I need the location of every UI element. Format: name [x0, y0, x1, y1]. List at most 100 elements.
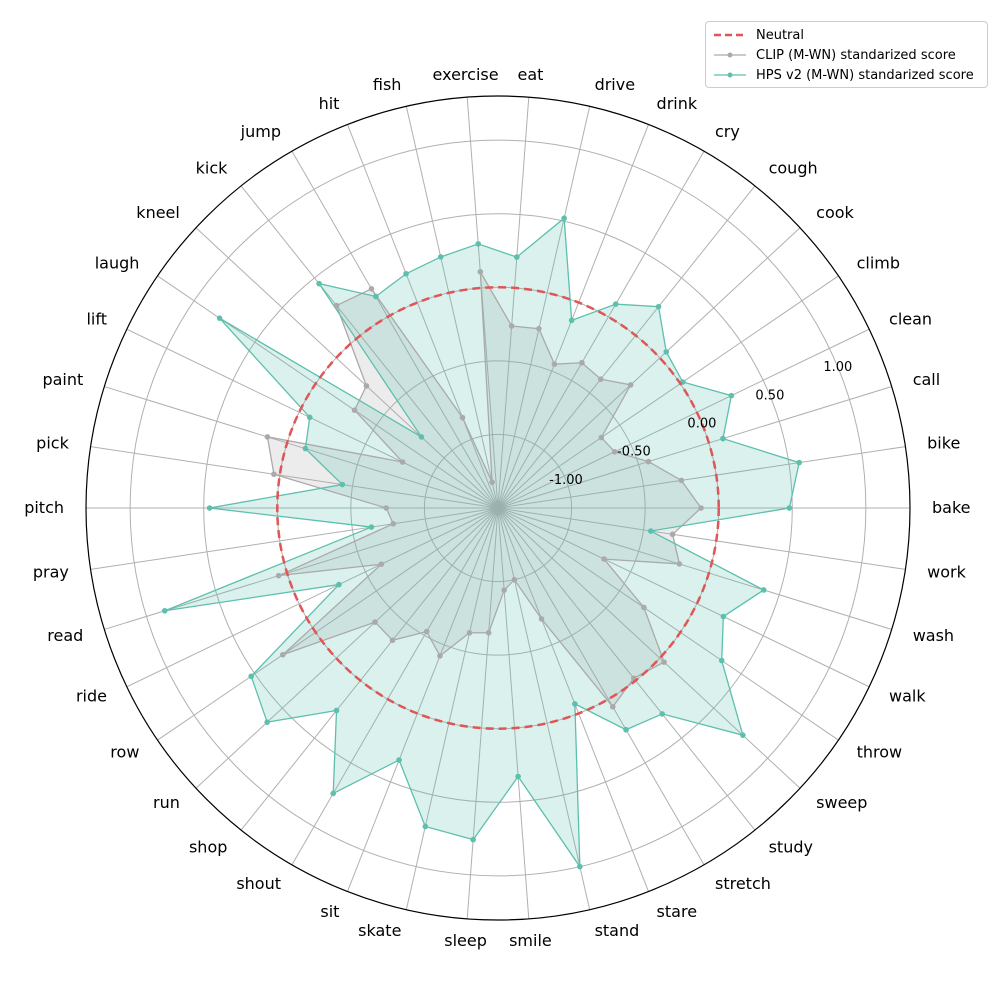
category-label-sit: sit: [320, 902, 339, 921]
series-1-point-sit: [396, 757, 402, 763]
series-1-point-shout: [330, 790, 337, 797]
series-0-point-paint: [264, 434, 271, 440]
series-0-point-pick: [271, 471, 277, 478]
category-label-row: row: [110, 742, 139, 761]
series-0-point-lift: [399, 459, 406, 465]
category-label-clean: clean: [889, 310, 932, 329]
series-1-point-cook: [663, 349, 670, 355]
spoke-jump: [291, 150, 499, 509]
legend: Neutral CLIP (M-WN) standarized score HP…: [705, 21, 988, 88]
series-area-1: [164, 218, 800, 867]
category-label-bake: bake: [932, 498, 971, 517]
series-0-point-jump: [368, 286, 375, 292]
rtick-label-0-50: -0.50: [617, 445, 651, 460]
series-1-point-sleep: [470, 836, 476, 843]
series-0-point-cook: [627, 382, 634, 388]
series-1-point-stretch: [623, 726, 629, 733]
series-1-point-call: [720, 435, 726, 442]
spoke-ride: [126, 507, 499, 688]
legend-swatch-clip: [714, 52, 746, 58]
spoke-stretch: [497, 507, 705, 866]
rtick-label-0-00: 0.00: [687, 417, 716, 432]
series-0-point-read: [275, 572, 282, 579]
legend-label-clip: CLIP (M-WN) standarized score: [756, 47, 956, 63]
series-0-point-bike: [678, 477, 685, 484]
spoke-sweep: [497, 507, 801, 789]
rtick-label-1-00: 1.00: [823, 360, 852, 375]
series-0-point-row: [280, 651, 286, 658]
category-label-shop: shop: [189, 837, 227, 856]
category-label-cough: cough: [769, 159, 818, 178]
series-fill-layer: [164, 218, 800, 867]
series-0-point-fish: [489, 479, 495, 485]
category-label-drive: drive: [595, 75, 636, 94]
series-0-point-shout: [423, 628, 430, 635]
series-1-point-cry: [612, 301, 619, 307]
spoke-smile: [497, 507, 530, 919]
series-1-point-throw: [718, 657, 725, 664]
series-1-point-ride: [336, 581, 342, 588]
series-1-point-exercise: [475, 241, 482, 247]
series-0-point-stand: [511, 576, 518, 583]
category-label-fish: fish: [373, 75, 402, 94]
category-label-kick: kick: [196, 159, 229, 178]
legend-label-hps: HPS v2 (M-WN) standarized score: [756, 67, 974, 83]
series-1-point-skate: [422, 823, 429, 830]
category-label-pitch: pitch: [24, 498, 64, 517]
spoke-eat: [497, 97, 530, 509]
category-label-bike: bike: [927, 433, 960, 452]
category-label-hit: hit: [319, 94, 340, 113]
series-1-point-walk: [720, 613, 727, 620]
category-label-smile: smile: [509, 931, 552, 950]
spoke-kneel: [195, 227, 499, 509]
spoke-climb: [497, 275, 839, 509]
rtick-label-1-00: -1.00: [549, 473, 583, 488]
category-label-run: run: [153, 793, 180, 812]
series-1-point-kneel: [418, 434, 425, 440]
category-label-read: read: [47, 626, 83, 645]
spoke-lift: [126, 328, 499, 509]
spoke-drink: [497, 124, 649, 509]
spoke-cook: [497, 227, 801, 509]
spoke-fish: [405, 106, 499, 509]
series-0-point-skate: [466, 630, 473, 636]
series-area-0: [267, 271, 702, 707]
series-1-point-run: [264, 719, 270, 725]
category-label-cook: cook: [816, 203, 854, 222]
series-1-point-study: [659, 711, 666, 717]
series-1-point-paint: [302, 445, 309, 452]
series-1-point-pray: [368, 524, 375, 530]
category-label-climb: climb: [857, 254, 900, 273]
series-0-point-drive: [536, 325, 542, 332]
series-1-point-pick: [339, 481, 346, 488]
series-0-point-drink: [551, 361, 558, 367]
spoke-sleep: [466, 507, 499, 919]
series-1-point-sweep: [740, 732, 746, 738]
series-1-point-fish: [437, 254, 444, 260]
category-label-ride: ride: [76, 686, 107, 705]
category-label-skate: skate: [358, 921, 401, 940]
category-label-pray: pray: [33, 563, 69, 582]
category-labels: bake bike call clean climb cook cough cry drink d…: [24, 65, 970, 950]
series-0-point-stare: [538, 616, 545, 622]
series-1-point-eat: [514, 254, 520, 260]
spoke-clean: [497, 328, 870, 509]
series-0-point-laugh: [351, 407, 358, 413]
spoke-paint: [104, 386, 499, 509]
series-0-point-sweep: [661, 659, 667, 665]
series-0-point-work: [669, 531, 676, 538]
series-0-point-eat: [508, 323, 515, 329]
series-0-point-climb: [598, 434, 605, 441]
category-label-throw: throw: [857, 742, 903, 761]
spoke-bike: [497, 446, 906, 509]
category-label-exercise: exercise: [433, 65, 499, 84]
category-label-pick: pick: [36, 433, 69, 452]
series-1-point-shop: [333, 707, 340, 714]
series-0-point-cough: [597, 376, 604, 382]
series-1-point-smile: [515, 773, 521, 780]
series-0-point-kick: [333, 302, 340, 309]
series-0-point-pray: [390, 520, 397, 527]
spoke-stand: [497, 507, 591, 910]
radar-grid: [85, 95, 911, 921]
category-label-wash: wash: [913, 626, 954, 645]
